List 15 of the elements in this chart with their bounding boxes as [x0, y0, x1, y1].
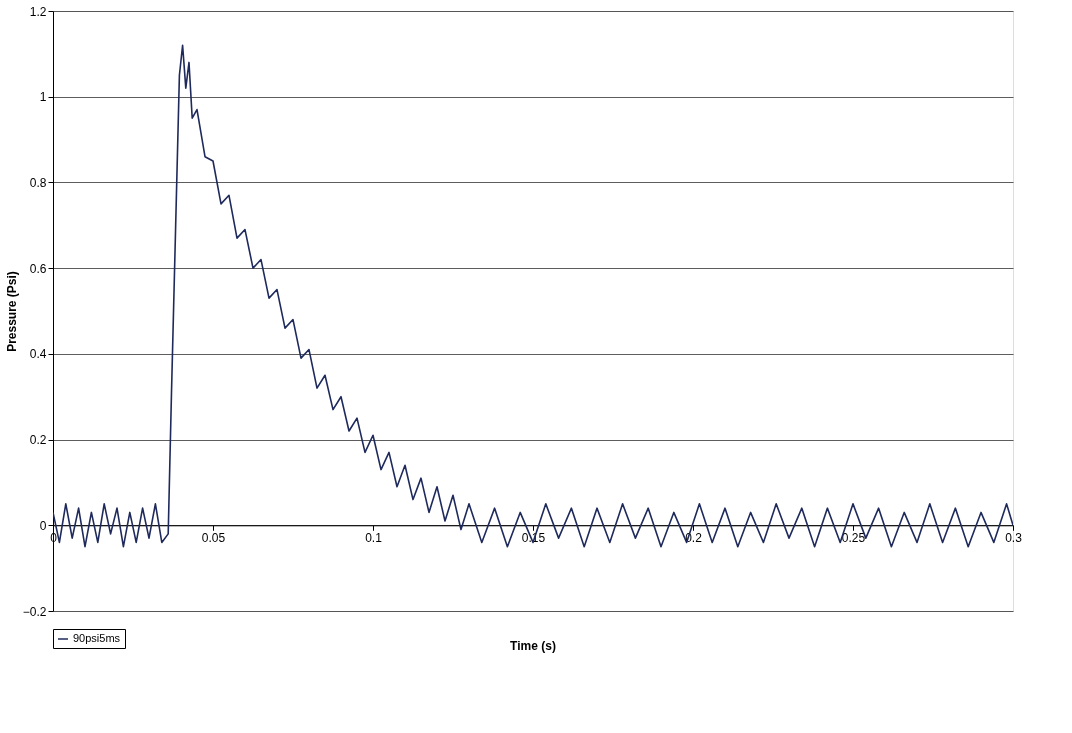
y-tick-label: 0	[39, 518, 47, 533]
y-tick-label: 1.2	[29, 4, 47, 19]
legend-label: 90psi5ms	[73, 632, 121, 644]
x-tick-label: 0.05	[201, 530, 226, 545]
y-tick-label: 0.2	[29, 433, 47, 448]
y-tick-label: 0.8	[29, 175, 47, 190]
x-tick-label: 0.3	[1005, 530, 1023, 545]
y-tick-label: 0.4	[29, 347, 47, 362]
x-axis-title: Time (s)	[510, 639, 556, 653]
x-tick-label: 0.25	[841, 530, 866, 545]
y-tick-label: 1	[39, 90, 47, 105]
y-tick-label: −0.2	[22, 604, 47, 619]
y-axis-title: Pressure (Psi)	[4, 271, 19, 352]
x-tick-label: 0.1	[365, 530, 383, 545]
y-tick-label: 0.6	[29, 261, 47, 276]
